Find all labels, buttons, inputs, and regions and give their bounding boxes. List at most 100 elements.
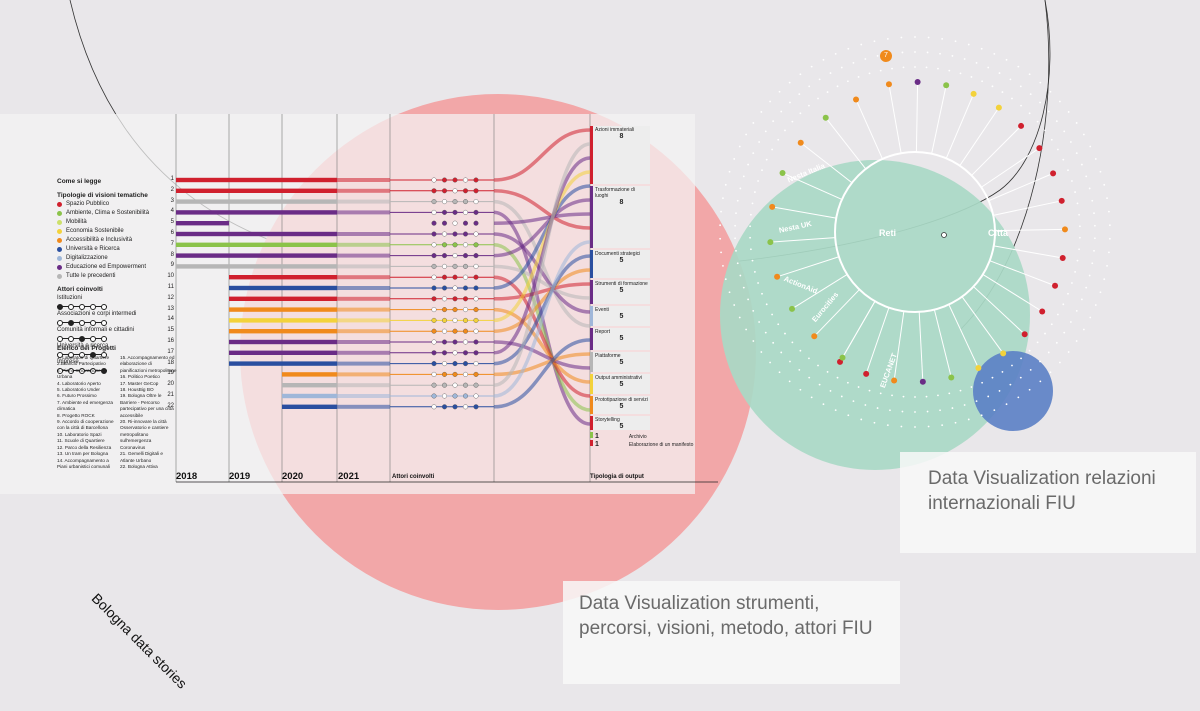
output-category[interactable]: Storytelling 5 xyxy=(590,416,650,430)
network-node[interactable] xyxy=(789,305,796,312)
output-category[interactable]: Azioni immateriali 8 xyxy=(590,126,650,184)
network-node[interactable] xyxy=(837,358,843,365)
network-node[interactable] xyxy=(797,139,804,146)
ring-dot xyxy=(1020,104,1022,107)
ring-dot xyxy=(1075,340,1078,342)
ring-dot xyxy=(967,43,970,46)
project-item: 10. Laboratorio Spazi xyxy=(57,431,102,437)
network-node[interactable] xyxy=(919,378,926,385)
network-node[interactable] xyxy=(1039,308,1046,315)
actor-dot xyxy=(473,263,479,269)
ring-dot xyxy=(987,66,990,69)
ring-dot xyxy=(739,274,742,277)
ring-dot xyxy=(765,303,768,306)
actor-dot xyxy=(431,371,437,377)
flow-link xyxy=(493,307,591,384)
network-node[interactable] xyxy=(1036,145,1043,152)
ring-dot xyxy=(736,199,739,202)
caption-international-box[interactable]: Data Visualization relazioni internazion… xyxy=(900,452,1196,553)
actor-dot xyxy=(442,188,448,194)
actor-dot xyxy=(431,307,437,313)
network-node[interactable] xyxy=(891,377,898,384)
output-category[interactable]: 1 Elaborazione di un manifesto xyxy=(590,440,720,448)
output-category[interactable]: Strumenti di formazione 5 xyxy=(590,280,650,304)
network-node[interactable] xyxy=(822,114,829,121)
ring-dot xyxy=(818,383,821,386)
ring-dot xyxy=(1056,313,1059,316)
ring-dot xyxy=(868,389,871,392)
output-category[interactable]: 1 Archivio xyxy=(590,432,720,440)
row-number: 4 xyxy=(170,208,174,215)
vision-label: Spazio Pubblico xyxy=(66,201,110,207)
network-node[interactable] xyxy=(863,370,870,377)
network-node[interactable] xyxy=(779,170,786,177)
ring-dot xyxy=(778,90,781,93)
ring-dot xyxy=(720,251,722,254)
network-node[interactable] xyxy=(839,354,846,361)
vision-label: Ambiente, Clima e Sostenibilità xyxy=(66,210,150,216)
ring-dot xyxy=(738,145,741,148)
actor-dot xyxy=(463,263,469,269)
actor-dot xyxy=(431,285,437,291)
ring-dot xyxy=(951,55,954,57)
network-node[interactable] xyxy=(767,239,774,246)
network-node[interactable] xyxy=(943,82,950,89)
output-category[interactable]: Report 5 xyxy=(590,328,650,350)
actor-dot xyxy=(442,177,448,183)
ring-dot xyxy=(1050,138,1053,141)
network-node[interactable] xyxy=(948,374,955,381)
output-category[interactable]: Eventi 5 xyxy=(590,306,650,326)
network-spoke xyxy=(770,237,836,243)
ring-dot xyxy=(799,388,802,391)
network-node[interactable] xyxy=(1059,255,1066,262)
ring-dot xyxy=(1044,129,1046,132)
row-number: 18 xyxy=(167,359,174,366)
network-node[interactable] xyxy=(885,81,892,88)
network-node[interactable] xyxy=(970,90,977,97)
actor-list: Istituzioni Associazioni e corpi intermed… xyxy=(57,294,172,374)
ring-dot xyxy=(761,169,763,172)
network-node[interactable] xyxy=(853,96,860,103)
ring-dot xyxy=(778,371,781,374)
network-node[interactable] xyxy=(774,273,781,280)
network-node[interactable] xyxy=(1050,170,1057,177)
output-category[interactable]: Trasformazione di luoghi 8 xyxy=(590,186,650,248)
project-item: 2.Bilancio Partecipativo xyxy=(57,361,106,367)
project-bar-tail xyxy=(337,329,390,334)
network-node[interactable] xyxy=(1052,282,1059,289)
network-node[interactable] xyxy=(1000,350,1007,357)
ring-dot xyxy=(789,101,791,104)
project-item: 18. HousBig BO xyxy=(120,387,154,393)
network-node[interactable] xyxy=(1058,197,1065,204)
network-node[interactable] xyxy=(1061,226,1068,233)
ring-dot xyxy=(742,286,745,289)
project-bar-tail xyxy=(337,307,390,312)
network-spoke xyxy=(915,82,919,153)
network-node[interactable] xyxy=(975,364,982,371)
flow-link xyxy=(493,282,591,301)
actor-label: Associazioni e corpi intermedi xyxy=(57,311,137,317)
output-category[interactable]: Prototipazione di servizi 5 xyxy=(590,396,650,414)
ring-dot xyxy=(914,36,916,38)
ring-dot xyxy=(733,158,736,160)
project-bar-tail xyxy=(337,286,390,290)
network-node[interactable] xyxy=(914,79,921,86)
actor-dot xyxy=(442,231,448,237)
network-node[interactable] xyxy=(811,333,818,340)
network-node[interactable] xyxy=(769,203,776,210)
project-bar xyxy=(229,296,337,301)
output-count: 5 xyxy=(619,423,624,430)
project-bar-tail xyxy=(337,372,390,377)
output-category[interactable]: Piattaforme 5 xyxy=(590,352,650,372)
output-category[interactable]: Documenti strategici 5 xyxy=(590,250,650,278)
row-number: 10 xyxy=(167,273,174,280)
project-bar xyxy=(229,329,337,334)
network-node[interactable] xyxy=(1018,122,1025,129)
actor-dot xyxy=(431,231,437,237)
ring-dot xyxy=(886,37,889,40)
output-category[interactable]: Output amministrativi 5 xyxy=(590,374,650,394)
projects-list: Elenco dei Progetti 1. Laboratori di Qua… xyxy=(57,345,197,470)
network-node[interactable] xyxy=(1021,331,1028,338)
network-node[interactable] xyxy=(995,104,1002,111)
caption-tools-box[interactable]: Data Visualization strumenti, percorsi, … xyxy=(563,581,900,684)
